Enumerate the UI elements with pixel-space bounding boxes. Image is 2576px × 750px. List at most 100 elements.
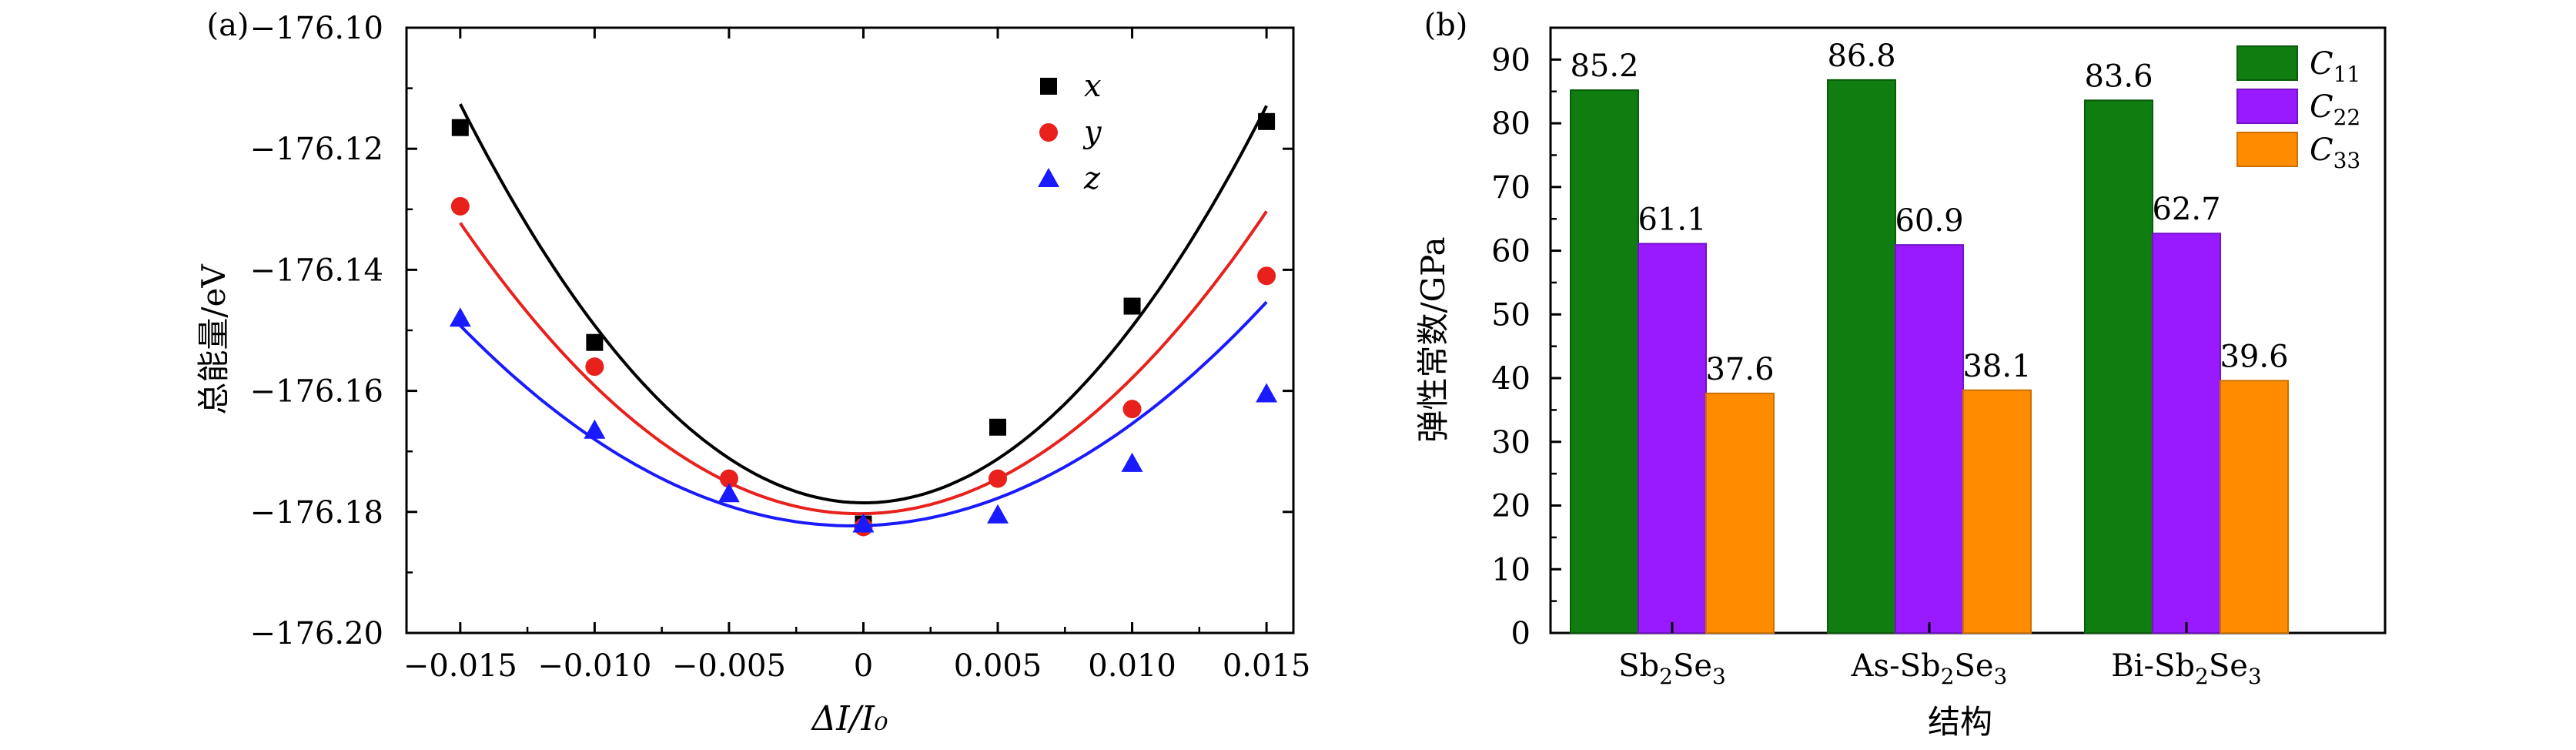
- bar-11-1: [1827, 79, 1896, 634]
- legend-label-11: C11: [2310, 46, 2360, 87]
- data-point-z: [584, 419, 606, 439]
- y-axis-label: 总能量/eV: [195, 264, 233, 415]
- x-tick-label: Bi-Sb2Se3: [2111, 648, 2261, 689]
- x-tick-label: 0.010: [1088, 648, 1176, 684]
- data-point-z: [852, 513, 875, 533]
- plot-frame: [405, 26, 1295, 634]
- data-point-y: [450, 196, 470, 216]
- y-tick-label: 80: [1491, 106, 1531, 142]
- data-point-y: [1122, 400, 1142, 419]
- x-tick-label: −0.015: [403, 648, 517, 684]
- x-tick-label: 0.005: [954, 648, 1042, 684]
- y-tick-label: 30: [1491, 425, 1531, 460]
- legend-label-y: y: [1082, 115, 1102, 150]
- y-tick-label: −176.14: [250, 253, 383, 288]
- panel-label: (a): [206, 8, 249, 43]
- legend-symbol: C: [2310, 132, 2333, 168]
- x-tick-label: Sb2Se3: [1618, 648, 1726, 689]
- bar-value-label: 83.6: [2084, 59, 2153, 94]
- legend-label-33: C33: [2310, 132, 2360, 173]
- bar-22-2: [2152, 233, 2221, 634]
- y-tick-label: 70: [1491, 170, 1531, 206]
- panel-label: (b): [1424, 8, 1468, 43]
- data-point-z: [1256, 383, 1278, 403]
- bar-22-1: [1895, 244, 1964, 634]
- data-point-y: [585, 357, 604, 377]
- subscript: 2: [2195, 664, 2209, 689]
- data-point-z: [449, 307, 471, 327]
- bar-value-label: 37.6: [1705, 352, 1774, 387]
- y-tick-label: −176.20: [250, 616, 383, 651]
- fit-curve-y: [459, 210, 1268, 516]
- x-tick-label: −0.010: [537, 648, 651, 684]
- data-point-x: [451, 119, 469, 136]
- legend-marker-y: [1039, 123, 1058, 142]
- data-point-y: [719, 469, 738, 488]
- x-axis-label: 结构: [1928, 703, 1992, 741]
- subscript: 3: [1994, 664, 2008, 689]
- data-point-x: [586, 333, 604, 351]
- legend-subscript: 22: [2333, 105, 2361, 130]
- x-tick-label: 0.015: [1223, 648, 1311, 684]
- data-point-z: [1121, 452, 1143, 472]
- data-point-y: [989, 469, 1007, 488]
- fit-curve-z: [459, 300, 1268, 527]
- y-tick-label: −176.16: [250, 374, 383, 410]
- label-part: Se: [1954, 648, 1993, 684]
- bar-value-label: 38.1: [1962, 349, 2031, 384]
- bar-33-2: [2220, 380, 2289, 634]
- legend-symbol: C: [2310, 46, 2333, 82]
- legend-label-z: z: [1083, 161, 1101, 196]
- subscript: 2: [1941, 664, 1955, 689]
- fit-curve-x: [459, 103, 1268, 505]
- bar-33-0: [1705, 392, 1775, 634]
- bar-value-label: 62.7: [2152, 192, 2220, 227]
- data-point-z: [718, 483, 740, 503]
- bar-11-0: [1570, 89, 1639, 634]
- data-point-x: [1123, 297, 1141, 315]
- data-point-x: [989, 418, 1006, 436]
- legend-swatch-22: [2236, 89, 2298, 124]
- x-axis-label: ΔI/I₀: [811, 699, 888, 738]
- y-tick-label: 60: [1491, 234, 1531, 270]
- x-tick-label: 0: [854, 648, 873, 684]
- bar-value-label: 61.1: [1638, 202, 1706, 237]
- bar-22-0: [1638, 243, 1707, 634]
- label-part: Sb: [1618, 648, 1659, 684]
- y-tick-label: 0: [1511, 616, 1531, 651]
- bar-33-1: [1962, 389, 2032, 634]
- subscript: 2: [1659, 664, 1673, 689]
- bar-value-label: 60.9: [1895, 203, 1963, 239]
- y-tick-label: 90: [1491, 42, 1531, 78]
- y-tick-label: 40: [1491, 361, 1531, 397]
- legend-label-x: x: [1084, 69, 1102, 104]
- label-part: Se: [2209, 648, 2248, 684]
- legend-marker-z: [1038, 168, 1059, 187]
- data-point-x: [1258, 112, 1276, 130]
- legend-swatch-33: [2236, 132, 2298, 167]
- panel-a-chart: (a) −0.015 −0.010 −0.005 0 0.005 0.010 0.015 −17…: [195, 8, 1310, 738]
- label-part: Se: [1673, 648, 1712, 684]
- y-tick-label: −176.12: [250, 132, 383, 167]
- legend-marker-x: [1040, 78, 1057, 95]
- legend-subscript: 33: [2333, 148, 2361, 173]
- y-tick-label: 20: [1491, 489, 1531, 524]
- bar-value-label: 85.2: [1570, 49, 1638, 84]
- legend-swatch-11: [2236, 45, 2298, 81]
- subscript: 3: [2248, 664, 2262, 689]
- y-tick-label: −176.10: [250, 11, 383, 46]
- legend-label-22: C22: [2310, 89, 2360, 130]
- x-tick-label: As-Sb2Se3: [1851, 648, 2008, 689]
- legend-subscript: 11: [2333, 62, 2361, 87]
- y-tick-label: 50: [1491, 297, 1531, 333]
- subscript: 3: [1712, 664, 1726, 689]
- legend-symbol: C: [2310, 89, 2333, 125]
- y-tick-label: −176.18: [250, 495, 383, 531]
- y-tick-label: 10: [1491, 552, 1531, 588]
- x-tick-label: −0.005: [672, 648, 786, 684]
- bar-value-label: 39.6: [2220, 339, 2288, 374]
- data-point-y: [1257, 266, 1276, 286]
- bar-11-2: [2084, 99, 2153, 634]
